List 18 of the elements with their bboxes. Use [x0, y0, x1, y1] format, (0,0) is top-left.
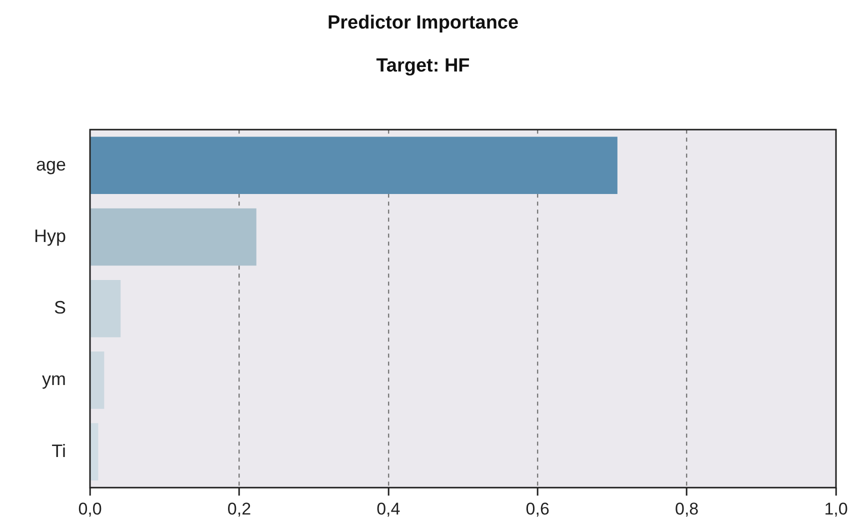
y-tick-label: age [36, 154, 66, 174]
x-tick-label: 0,6 [526, 499, 550, 518]
y-tick-label: Ti [52, 440, 66, 461]
bar [90, 423, 98, 480]
y-tick-label: Hyp [34, 226, 66, 246]
x-tick-label: 1,0 [824, 499, 848, 518]
bar [90, 352, 104, 409]
chart-title: Predictor Importance [327, 12, 519, 34]
x-tick-label: 0,0 [78, 499, 102, 518]
x-tick-label: 0,8 [674, 499, 699, 518]
chart-subtitle: Target: HF [376, 55, 470, 76]
bar [90, 280, 121, 338]
y-tick-label: S [54, 298, 66, 318]
y-tick-label: ym [42, 369, 66, 390]
bar [90, 136, 618, 194]
x-tick-label: 0,4 [376, 499, 400, 518]
bar [90, 208, 256, 266]
x-tick-label: 0,2 [227, 499, 252, 518]
